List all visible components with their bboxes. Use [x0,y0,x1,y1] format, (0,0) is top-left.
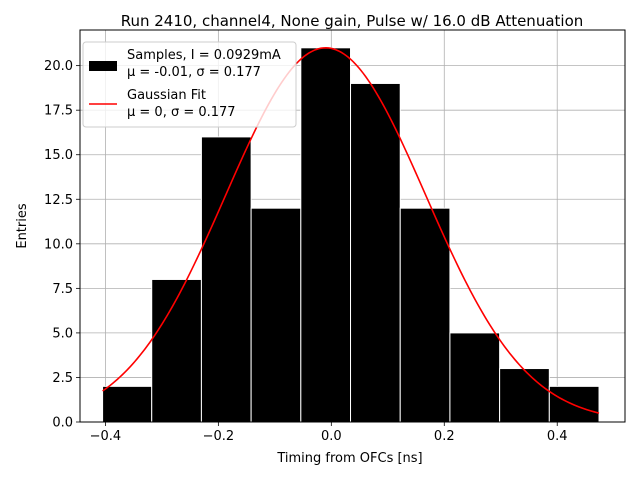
plot-area-frame [79,29,626,423]
y-tick-label: 17.5 [44,104,73,119]
histogram-bar-9 [499,368,550,423]
legend-fit-detail: μ = 0, σ = 0.177 [127,105,236,120]
gaussian-fit [102,47,600,414]
y-tick-label: 12.5 [44,193,73,208]
legend: Samples, I = 0.0929mA μ = -0.01, σ = 0.1… [82,41,297,128]
histogram-bar-8 [449,332,501,423]
legend-samples-label: Samples, I = 0.0929mA [127,48,281,63]
y-tick-label: 5.0 [52,326,73,341]
histogram-bar-5 [300,47,352,423]
histogram-bars [102,47,600,423]
legend-samples-detail: μ = -0.01, σ = 0.177 [127,65,261,80]
x-tick-label: −0.4 [90,429,122,444]
histogram-bar-1 [102,385,153,423]
x-axis-label: Timing from OFCs [ns] [276,451,422,466]
x-tick-label: 0.0 [321,429,342,444]
x-tick-label: 0.4 [547,429,568,444]
histogram-bar-7 [399,207,451,423]
y-axis-label: Entries [15,203,30,249]
y-tick-label: 20.0 [44,59,73,74]
y-tick-label: 7.5 [52,282,73,297]
chart-title: Run 2410, channel4, None gain, Pulse w/ … [121,12,584,30]
y-tick-label: 10.0 [44,237,73,252]
histogram-bar-6 [350,82,401,423]
y-tick-label: 2.5 [52,371,73,386]
legend-samples-swatch [89,61,117,71]
axis-ticks: −0.4 −0.2 0.0 0.2 0.4 0.0 2.5 5.0 7.5 10.0 12.5 15.… [44,59,568,444]
legend-fit-label: Gaussian Fit [127,88,206,103]
legend-box [82,41,297,128]
x-tick-label: −0.2 [203,429,235,444]
y-tick-label: 0.0 [52,416,73,431]
histogram-bar-3 [200,136,252,423]
histogram-bar-2 [151,278,202,423]
x-tick-label: 0.2 [434,429,455,444]
histogram-bar-4 [250,207,302,423]
y-tick-label: 15.0 [44,148,73,163]
gaussian-fit-line [102,47,600,414]
